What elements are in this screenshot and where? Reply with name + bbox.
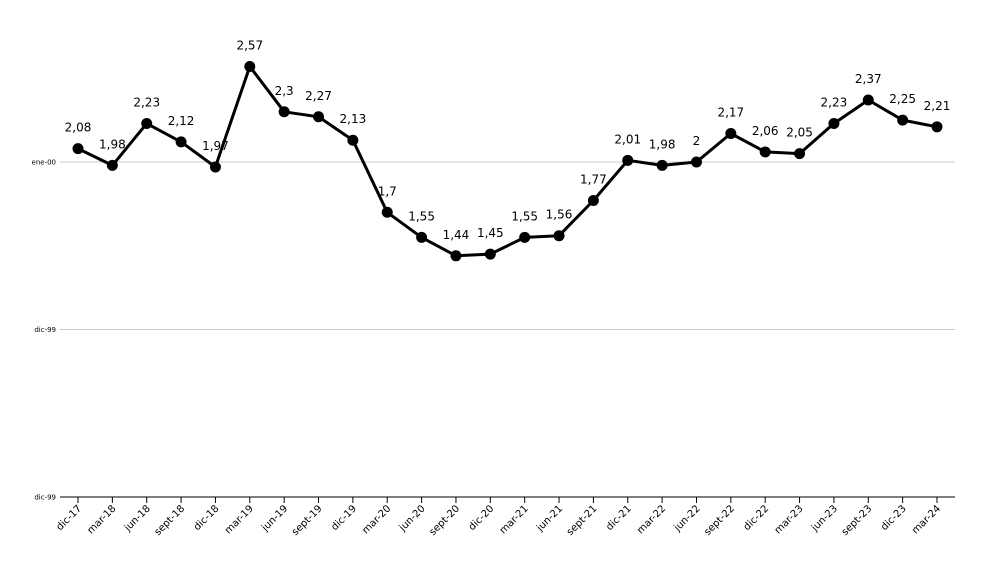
data-label: 2,17 — [717, 106, 744, 120]
x-tick-label: jun-22 — [672, 503, 703, 534]
x-axis-ticks: dic-17 mar-18 jun-18 sept-18 dic-18 mar-19 jun… — [54, 497, 943, 538]
data-label: 1,97 — [202, 139, 229, 153]
data-point — [690, 156, 702, 168]
data-label: 2,23 — [133, 95, 160, 109]
x-tick-label: jun-19 — [259, 503, 290, 534]
series-line — [77, 65, 938, 258]
x-tick-label: mar-20 — [360, 503, 393, 536]
x-tick-label: jun-20 — [397, 503, 428, 534]
data-label: 2,01 — [614, 132, 641, 146]
x-tick-label: mar-24 — [910, 503, 943, 536]
data-point — [725, 128, 737, 140]
data-label: 1,56 — [546, 208, 573, 222]
data-point — [381, 206, 393, 218]
data-point — [106, 159, 118, 171]
data-label: 1,55 — [511, 209, 538, 223]
data-point — [931, 121, 943, 133]
data-label: 2,08 — [65, 121, 92, 135]
x-tick-label: dic-19 — [329, 503, 359, 533]
data-label: 2,21 — [924, 99, 951, 113]
data-label: 2,25 — [889, 92, 916, 106]
x-tick-label: sept-21 — [565, 503, 600, 538]
data-labels: 2,08 1,98 2,23 2,12 1,97 2,57 2,3 2,27 2,13 1,7 1,… — [65, 39, 951, 242]
data-label: 1,98 — [99, 137, 126, 151]
x-tick-label: mar-19 — [223, 503, 256, 536]
y-axis-tick-labels: dic-99 dic-99 ene-00 — [32, 159, 56, 502]
data-point — [897, 114, 909, 126]
data-point — [313, 111, 325, 123]
y-tick-label: ene-00 — [32, 159, 56, 167]
x-tick-label: dic-21 — [604, 503, 634, 533]
data-point — [278, 106, 290, 118]
x-tick-label: sept-18 — [153, 503, 188, 538]
data-label: 2,37 — [855, 72, 882, 86]
data-point — [862, 94, 874, 106]
data-point — [175, 136, 187, 148]
data-label: 2,57 — [236, 39, 263, 53]
data-label: 2,06 — [752, 124, 779, 138]
x-tick-label: sept-23 — [840, 503, 875, 538]
x-tick-label: dic-22 — [742, 503, 772, 533]
data-point — [244, 61, 256, 73]
y-tick-label: dic-99 — [34, 494, 56, 502]
data-point — [519, 231, 531, 243]
data-label: 1,55 — [408, 209, 435, 223]
data-label: 1,7 — [378, 184, 397, 198]
data-point — [141, 117, 153, 129]
data-label: 2,27 — [305, 89, 332, 103]
x-tick-label: jun-23 — [809, 503, 840, 534]
x-tick-label: dic-17 — [54, 503, 84, 533]
x-tick-label: sept-20 — [427, 503, 462, 538]
x-tick-label: dic-18 — [192, 503, 222, 533]
data-point — [622, 154, 634, 166]
data-label: 2,23 — [821, 95, 848, 109]
x-tick-label: mar-23 — [773, 503, 806, 536]
data-point — [587, 195, 599, 207]
data-label: 2,13 — [340, 112, 367, 126]
data-point — [656, 159, 668, 171]
data-point — [347, 134, 359, 146]
data-label: 1,98 — [649, 137, 676, 151]
data-label: 2 — [693, 134, 701, 148]
x-tick-label: jun-18 — [122, 503, 153, 534]
x-tick-label: mar-21 — [498, 503, 531, 536]
x-tick-label: dic-23 — [879, 503, 909, 533]
x-tick-label: mar-18 — [85, 503, 118, 536]
data-label: 1,77 — [580, 173, 607, 187]
data-points — [72, 61, 943, 262]
data-point — [416, 231, 428, 243]
data-point — [72, 143, 84, 155]
y-tick-label: dic-99 — [34, 326, 56, 334]
x-tick-label: dic-20 — [467, 503, 497, 533]
data-point — [450, 250, 462, 262]
data-point — [553, 230, 565, 242]
data-point — [759, 146, 771, 158]
data-point — [828, 117, 840, 129]
x-tick-label: sept-19 — [290, 503, 325, 538]
x-tick-label: sept-22 — [702, 503, 737, 538]
data-point — [209, 161, 221, 173]
x-tick-label: jun-21 — [534, 503, 565, 534]
data-label: 1,45 — [477, 226, 504, 240]
data-point — [484, 248, 496, 260]
x-tick-label: mar-22 — [635, 503, 668, 536]
data-label: 2,05 — [786, 126, 813, 140]
data-label: 2,3 — [275, 84, 294, 98]
data-point — [794, 148, 806, 160]
data-label: 2,12 — [168, 114, 195, 128]
data-label: 1,44 — [443, 228, 470, 242]
